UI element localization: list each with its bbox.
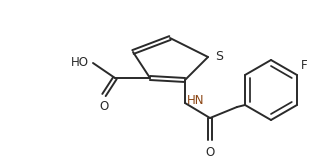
Text: HN: HN — [187, 93, 204, 106]
Text: O: O — [205, 146, 215, 159]
Text: O: O — [99, 100, 109, 113]
Text: S: S — [215, 51, 223, 63]
Text: F: F — [301, 59, 308, 72]
Text: HO: HO — [71, 57, 89, 70]
